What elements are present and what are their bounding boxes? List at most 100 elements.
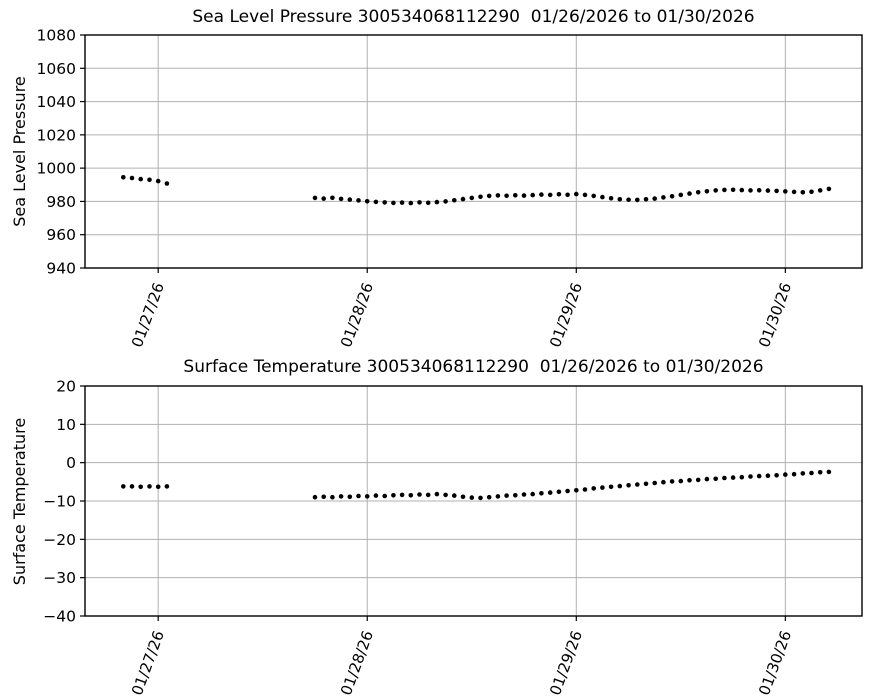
data-point [356, 198, 361, 203]
data-point [382, 493, 388, 499]
data-point [722, 187, 727, 193]
data-point [809, 470, 814, 476]
data-point [121, 175, 126, 180]
data-point [661, 479, 666, 485]
x-tick-label: 01/30/26 [755, 628, 795, 697]
data-point [408, 493, 414, 498]
data-point [364, 494, 370, 499]
data-point [704, 476, 710, 482]
y-tick-label: 10 [56, 416, 76, 434]
data-point [748, 188, 753, 193]
data-point [460, 196, 466, 202]
data-point [730, 475, 736, 480]
data-point [434, 199, 440, 205]
data-point [809, 189, 814, 195]
y-tick-label: 1000 [37, 160, 76, 178]
data-point [722, 475, 727, 481]
data-point [704, 189, 710, 194]
data-point [391, 493, 396, 498]
data-point [765, 188, 771, 193]
data-point [469, 195, 475, 201]
data-point [164, 181, 170, 186]
x-tick-label: 01/29/26 [546, 628, 586, 697]
data-point [312, 494, 318, 500]
y-tick-label: 0 [66, 454, 76, 472]
data-point [539, 192, 544, 197]
y-tick-label: −10 [43, 493, 76, 511]
data-point [695, 190, 701, 195]
data-point [530, 491, 535, 497]
chart1-title: Sea Level Pressure 300534068112290 01/26… [192, 7, 755, 27]
data-point [687, 478, 692, 483]
data-point [800, 471, 806, 476]
data-point [347, 197, 353, 202]
data-point [826, 186, 832, 192]
y-tick-label: 940 [46, 260, 76, 278]
data-point [155, 178, 161, 184]
x-tick-label: 01/28/26 [337, 628, 377, 697]
data-point [121, 484, 126, 489]
data-point [486, 494, 492, 500]
data-point [565, 488, 570, 494]
data-point [800, 190, 806, 195]
data-point [530, 192, 535, 198]
data-point [425, 492, 431, 498]
data-point [626, 197, 631, 203]
plot-border [84, 34, 863, 269]
y-tick-label: −30 [43, 569, 76, 587]
data-point [695, 477, 701, 483]
data-point [452, 198, 457, 203]
data-point [783, 189, 788, 194]
data-point [373, 199, 379, 205]
data-point [626, 483, 631, 488]
data-point [330, 195, 335, 201]
data-point [356, 493, 361, 499]
data-point [713, 476, 718, 482]
data-point [460, 494, 466, 500]
data-point [417, 200, 422, 205]
data-point [338, 494, 344, 499]
data-point [730, 187, 736, 193]
data-point [478, 495, 483, 501]
data-point [547, 490, 553, 495]
data-point [513, 193, 518, 198]
data-point [399, 200, 405, 205]
data-point [643, 481, 649, 487]
chart2-title: Surface Temperature 300534068112290 01/2… [183, 357, 764, 377]
data-point [513, 493, 518, 498]
data-point [643, 197, 649, 202]
data-point [138, 176, 143, 182]
data-point [678, 478, 684, 484]
data-point [129, 484, 135, 489]
data-point [739, 474, 745, 480]
data-point [582, 192, 588, 198]
data-point [756, 473, 762, 479]
y-tick-label: 20 [56, 378, 76, 396]
data-point [138, 484, 143, 490]
x-tick-label: 01/29/26 [546, 280, 586, 349]
data-point [574, 191, 579, 197]
data-point [495, 193, 501, 198]
series-segment-1 [121, 175, 170, 186]
data-point [774, 473, 779, 478]
y-tick-label: 980 [46, 193, 76, 211]
chart1-y-axis-label: Sea Level Pressure [10, 76, 29, 227]
data-point [635, 482, 640, 487]
data-point [312, 195, 318, 201]
data-point [739, 187, 745, 193]
data-point [347, 494, 353, 500]
y-tick-label: 1060 [37, 60, 76, 78]
data-point [826, 469, 832, 475]
data-point [338, 196, 344, 202]
data-point [504, 193, 509, 199]
data-point [574, 488, 579, 493]
data-point [478, 194, 483, 200]
data-point [652, 480, 657, 486]
series-segment-2 [312, 186, 832, 206]
series-segment-1 [121, 484, 170, 490]
data-point [321, 494, 327, 500]
data-point [399, 492, 405, 498]
data-point [504, 493, 509, 498]
